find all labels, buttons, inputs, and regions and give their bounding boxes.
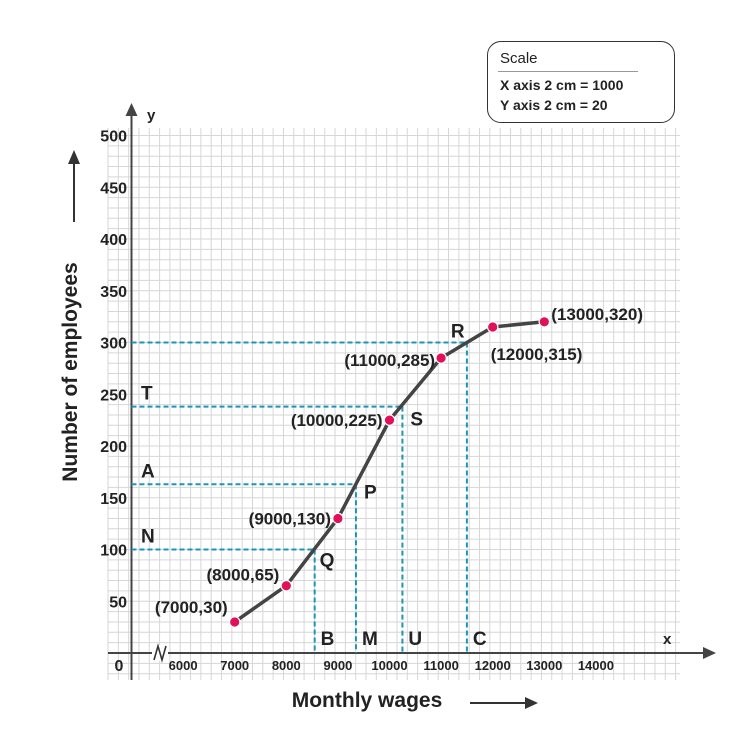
scale-x-line: X axis 2 cm = 1000	[500, 77, 624, 93]
x-tick-label: 12000	[475, 658, 511, 673]
y-axis-letter: y	[147, 107, 156, 124]
y-tick-label: 150	[100, 491, 127, 508]
guide-y-label: N	[141, 527, 155, 548]
y-axis-arrowhead	[125, 103, 138, 116]
y-tick-label: 400	[100, 232, 127, 249]
x-title-arrowhead	[525, 697, 538, 709]
scale-divider	[498, 71, 638, 72]
axis-break-icon	[153, 643, 167, 663]
data-point	[332, 512, 344, 525]
scale-box: Scale X axis 2 cm = 1000 Y axis 2 cm = 2…	[487, 41, 675, 123]
tick-labels: 6000 7000 8000 9000 10000 11000 12000 13000 1400…	[100, 129, 614, 676]
guide-y-label: T	[141, 384, 153, 405]
x-tick-label: 14000	[578, 658, 614, 673]
data-point	[280, 579, 293, 592]
guide-x-label: U	[408, 629, 422, 650]
guide-y-label: A	[141, 461, 155, 482]
guide-x-label: M	[362, 629, 378, 650]
x-axis-title: Monthly wages	[292, 689, 443, 712]
data-point	[383, 414, 396, 426]
annotations: y x Monthly wages Number of employees (7000,…	[59, 107, 672, 712]
data-point	[435, 352, 447, 364]
y-tick-label: 100	[100, 543, 127, 560]
x-tick-label: 11000	[423, 658, 458, 673]
point-label: (8000,65)	[207, 566, 280, 585]
guide-curve-label: Q	[320, 551, 335, 572]
point-label: (10000,225)	[291, 411, 383, 430]
x-tick-label: 7000	[220, 658, 249, 673]
scale-title: Scale	[500, 50, 538, 67]
x-tick-label: 8000	[272, 658, 301, 673]
data-point	[538, 315, 551, 328]
y-tick-label: 300	[100, 336, 127, 353]
axes	[108, 103, 716, 680]
y-axis-title: Number of employees	[59, 262, 82, 481]
y-tick-label: 250	[100, 387, 127, 404]
point-label: (7000,30)	[155, 598, 228, 617]
x-tick-label: 9000	[323, 658, 352, 673]
x-tick-label: 10000	[371, 658, 407, 673]
grid-lines	[107, 128, 680, 680]
x-axis-letter: x	[663, 631, 672, 648]
point-label: (13000,320)	[551, 305, 643, 324]
data-point	[228, 616, 241, 628]
origin-label: 0	[115, 658, 124, 675]
y-tick-label: 350	[100, 284, 127, 301]
guide-x-label: B	[321, 629, 335, 650]
guide-lines	[131, 341, 468, 653]
guide-curve-label: R	[451, 322, 465, 343]
y-tick-label: 50	[109, 594, 127, 611]
guide-curve-label: P	[364, 482, 377, 503]
point-label: (12000,315)	[491, 345, 583, 364]
y-tick-label: 200	[100, 439, 127, 456]
x-axis-arrowhead	[703, 647, 716, 659]
scale-y-line: Y axis 2 cm = 20	[500, 97, 608, 113]
y-tick-label: 500	[100, 129, 127, 146]
point-label: (11000,285)	[344, 351, 435, 370]
guide-x-label: C	[473, 629, 487, 650]
y-tick-label: 450	[100, 180, 127, 197]
data-point	[486, 321, 499, 333]
x-tick-label: 13000	[526, 658, 562, 673]
point-label: (9000,130)	[249, 509, 331, 528]
x-tick-label: 6000	[169, 658, 198, 673]
y-title-arrowhead	[68, 150, 80, 164]
guide-curve-label: S	[410, 410, 423, 431]
ogive-curve	[228, 315, 551, 628]
